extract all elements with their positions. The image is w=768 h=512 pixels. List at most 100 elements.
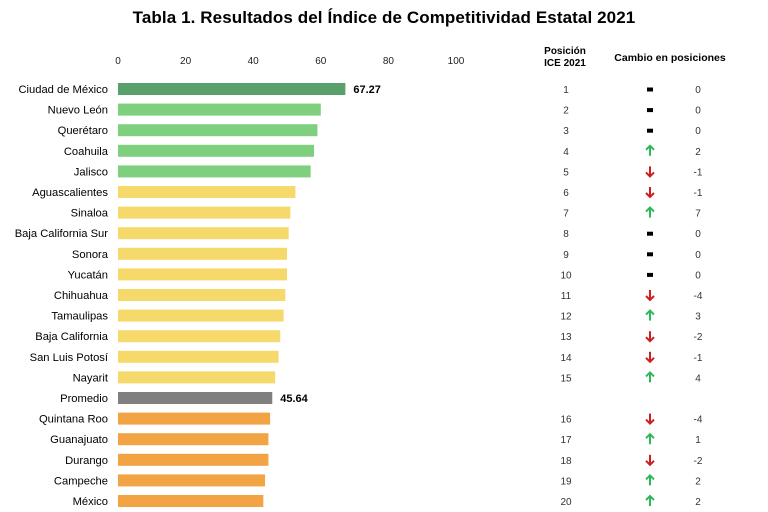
bar: [118, 289, 286, 301]
change-cell: 0: [695, 126, 701, 137]
category-label: Campeche: [54, 475, 108, 487]
position-header-line1: Posición: [544, 46, 586, 57]
position-cell: 7: [563, 209, 569, 220]
position-header-line2: ICE 2021: [544, 58, 586, 69]
position-table: 1 02 03 04 25 -16 -17 78 09 010 011 -412 313 -214 -115…: [560, 85, 702, 508]
change-cell: 2: [695, 147, 701, 158]
category-label: Sinaloa: [71, 208, 109, 220]
category-label: Nayarit: [73, 372, 109, 384]
x-tick-label: 0: [115, 56, 121, 67]
category-label: Coahuila: [64, 146, 109, 158]
bar: [118, 206, 291, 219]
bar: [118, 309, 284, 322]
x-tick-label: 80: [383, 56, 395, 67]
change-cell: -1: [694, 167, 703, 178]
position-cell: 8: [563, 229, 569, 240]
change-cell: 0: [695, 229, 701, 240]
arrow-up-icon: [645, 309, 655, 321]
arrow-up-icon: [645, 144, 655, 156]
arrow-down-icon: [645, 331, 655, 343]
change-cell: -4: [694, 291, 703, 302]
bar: [118, 392, 273, 404]
x-tick-label: 100: [448, 56, 465, 67]
arrow-down-icon: [645, 413, 655, 426]
bar: [118, 268, 287, 281]
category-label: Nuevo León: [48, 105, 108, 117]
change-cell: 7: [695, 209, 701, 220]
page-title: Tabla 1. Resultados del Índice de Compet…: [132, 8, 636, 27]
category-label: México: [73, 496, 108, 508]
change-cell: 3: [695, 312, 701, 323]
position-cell: 5: [563, 167, 569, 178]
bar: [118, 124, 318, 137]
category-label: Baja California Sur: [15, 228, 109, 240]
change-cell: 2: [695, 497, 701, 508]
position-cell: 20: [560, 497, 572, 508]
position-cell: 3: [563, 126, 569, 137]
change-cell: 0: [695, 270, 701, 281]
position-cell: 15: [560, 373, 572, 384]
position-cell: 17: [560, 435, 572, 446]
bar: [118, 247, 287, 260]
position-cell: 14: [560, 353, 572, 364]
category-label: Baja California: [35, 331, 109, 343]
category-label: Querétaro: [58, 125, 108, 137]
change-column-header: Cambio en posiciones: [614, 52, 726, 64]
x-axis: 0 20 40 60 80 100: [115, 56, 465, 67]
bar: [118, 227, 289, 240]
category-label: Durango: [65, 455, 108, 467]
category-label: San Luis Potosí: [30, 352, 109, 364]
bar: [118, 371, 276, 384]
bar: [118, 453, 269, 466]
arrow-down-icon: [645, 166, 655, 178]
position-cell: 11: [561, 291, 572, 302]
no-change-icon: [647, 231, 653, 236]
category-label: Ciudad de México: [18, 84, 108, 96]
category-label: Quintana Roo: [39, 414, 108, 426]
bar: [118, 103, 321, 116]
x-tick-label: 20: [180, 56, 192, 67]
position-cell: 13: [560, 332, 572, 343]
bar: [118, 495, 264, 507]
change-cell: 0: [695, 250, 701, 261]
change-cell: 1: [695, 435, 701, 446]
arrow-down-icon: [645, 351, 655, 364]
category-label: Promedio: [60, 393, 108, 405]
change-cell: 2: [695, 476, 701, 487]
position-cell: 2: [563, 106, 569, 117]
bar: [118, 350, 279, 363]
position-cell: 1: [563, 85, 569, 96]
bar: [118, 474, 266, 487]
position-cell: 10: [560, 270, 572, 281]
change-cell: 0: [695, 106, 701, 117]
position-cell: 12: [560, 312, 572, 323]
arrow-up-icon: [645, 432, 655, 445]
bar: [118, 412, 271, 425]
category-label: Jalisco: [74, 166, 108, 178]
no-change-icon: [647, 87, 653, 92]
change-cell: -4: [694, 415, 703, 426]
bar: [118, 330, 281, 343]
arrow-up-icon: [645, 494, 655, 506]
arrow-up-icon: [645, 206, 655, 218]
value-label: 67.27: [353, 84, 381, 96]
category-label: Sonora: [72, 249, 109, 261]
arrow-down-icon: [645, 290, 655, 302]
arrow-up-icon: [645, 473, 655, 486]
arrow-up-icon: [645, 370, 655, 383]
category-label: Chihuahua: [54, 290, 109, 302]
position-cell: 6: [563, 188, 569, 199]
bar: [118, 433, 269, 446]
bars: Ciudad de México 67.27 Nuevo León Querétaro…: [15, 83, 381, 508]
no-change-icon: [647, 128, 653, 133]
change-cell: 4: [695, 373, 701, 384]
no-change-icon: [647, 272, 653, 277]
bar: [118, 144, 315, 157]
arrow-down-icon: [645, 187, 655, 199]
no-change-icon: [647, 252, 653, 257]
value-label: 45.64: [280, 393, 308, 405]
change-cell: -2: [694, 332, 703, 343]
x-tick-label: 40: [248, 56, 260, 67]
bar: [118, 165, 311, 178]
position-cell: 16: [560, 415, 572, 426]
